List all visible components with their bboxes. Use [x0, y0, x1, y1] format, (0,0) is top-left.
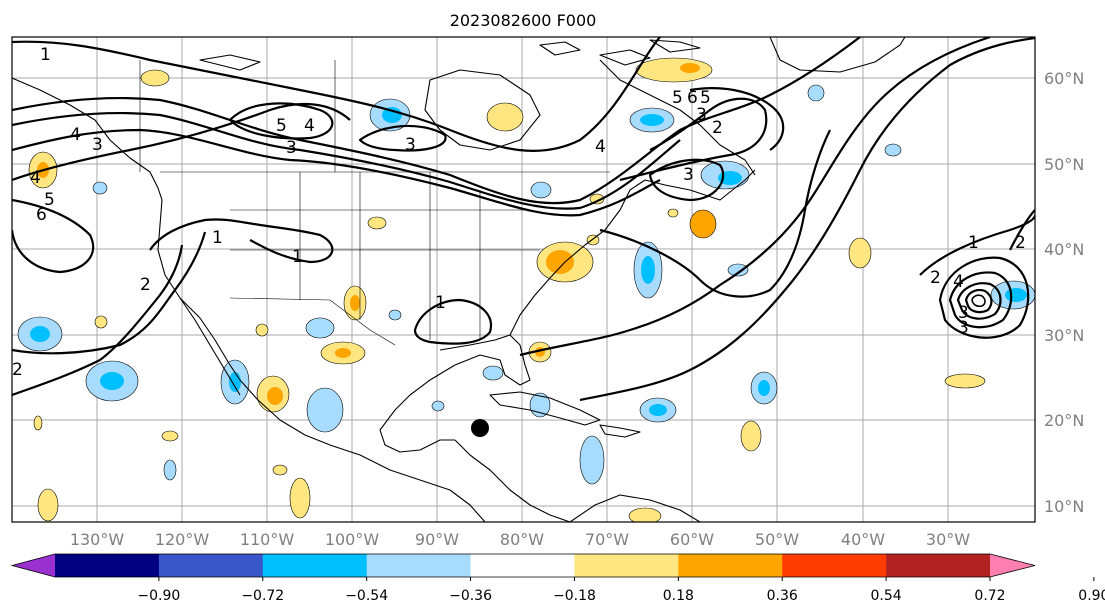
colorbar-segment [470, 554, 575, 577]
contour-label: 3 [683, 165, 694, 185]
contour-label: 3 [958, 318, 969, 338]
lon-label: 50°W [755, 530, 799, 549]
contour-label: 3 [92, 135, 103, 155]
colorbar-tick-label: 0.18 [663, 588, 694, 604]
colorbar [10, 553, 1036, 578]
contour-label: 3 [405, 135, 416, 155]
figure-title: 2023082600 F000 [450, 11, 597, 30]
contour-label: 1 [40, 45, 51, 65]
lon-label: 120°W [155, 530, 210, 549]
lon-label: 130°W [70, 530, 125, 549]
colorbar-extend-min [12, 554, 55, 577]
contour-label: 2 [930, 268, 941, 288]
contour-label: 2 [12, 360, 23, 380]
contour-label: 1 [435, 293, 446, 313]
contour-label: 4 [953, 272, 964, 292]
colorbar-segment [366, 554, 472, 577]
contour-label: 3 [958, 303, 969, 323]
lon-label: 40°W [841, 530, 885, 549]
colorbar-segment [158, 554, 264, 577]
contour-label: 5 [44, 190, 55, 210]
lat-label: 40°N [1044, 240, 1084, 259]
colorbar-segment [678, 554, 783, 577]
storm-center-dot [471, 419, 489, 437]
contour-label: 5 [700, 88, 711, 108]
contour-label: 6 [687, 88, 698, 108]
lon-label: 110°W [240, 530, 295, 549]
colorbar-tick-label: 0.90 [1078, 588, 1105, 604]
colorbar-tick-label: −0.18 [553, 588, 596, 604]
contour-label: 4 [30, 168, 41, 188]
longitude-labels: 130°W 120°W 110°W 100°W 90°W 80°W 70°W 6… [70, 530, 970, 549]
map-panel [12, 37, 1035, 522]
colorbar-tick-label: −0.36 [449, 588, 492, 604]
coastlines [12, 37, 906, 522]
contour-label: 3 [286, 138, 297, 158]
lon-label: 90°W [415, 530, 459, 549]
lat-label: 20°N [1044, 411, 1084, 430]
shaded-field [17, 57, 1035, 522]
contours [12, 37, 1035, 402]
latitude-labels: 60°N 50°N 40°N 30°N 20°N 10°N [1044, 69, 1084, 516]
colorbar-segment [782, 554, 887, 577]
contour-label: 2 [1015, 233, 1026, 253]
lon-label: 60°W [670, 530, 714, 549]
colorbar-segment [262, 554, 368, 577]
lon-label: 70°W [585, 530, 629, 549]
map-frame [11, 36, 1036, 523]
contour-label: 4 [304, 116, 315, 136]
contour-labels: 1 2 3 4 5 6 5 4 3 1 1 2 1 3 4 5 6 5 3 2 … [12, 45, 1026, 380]
contour-label: 3 [696, 105, 707, 125]
colorbar-tick-label: 0.72 [974, 588, 1005, 604]
colorbar-tick-label: 0.54 [871, 588, 902, 604]
contour-label: 1 [212, 228, 223, 248]
colorbar-segment [886, 554, 991, 577]
lat-label: 30°N [1044, 326, 1084, 345]
lon-label: 100°W [325, 530, 380, 549]
colorbar-segment [574, 554, 679, 577]
colorbar-tick-label: −0.72 [241, 588, 284, 604]
colorbar-segment [55, 554, 160, 577]
colorbar-outline [10, 553, 1036, 578]
map-content: 1 2 3 4 5 6 5 4 3 1 1 2 1 3 4 5 6 5 3 2 … [12, 37, 1035, 522]
contour-label: 5 [672, 88, 683, 108]
lon-label: 80°W [500, 530, 544, 549]
colorbar-tick-label: −0.90 [137, 588, 180, 604]
contour-label: 1 [292, 247, 303, 267]
lat-label: 50°N [1044, 155, 1084, 174]
lon-label: 30°W [926, 530, 970, 549]
contour-label: 4 [70, 125, 81, 145]
lat-label: 10°N [1044, 497, 1084, 516]
lat-label: 60°N [1044, 69, 1084, 88]
contour-label: 5 [276, 116, 287, 136]
contour-label: 1 [968, 233, 979, 253]
colorbar-tick-label: 0.36 [767, 588, 798, 604]
colorbar-extend-max [990, 554, 1035, 577]
contour-label: 2 [712, 118, 723, 138]
contour-label: 2 [140, 275, 151, 295]
contour-label: 6 [36, 205, 47, 225]
contour-label: 4 [595, 137, 606, 157]
colorbar-tick-label: −0.54 [345, 588, 388, 604]
colorbar-ticks: −0.90 −0.72 −0.54 −0.36 −0.18 0.18 0.36 0.54 0.7… [137, 577, 1105, 604]
